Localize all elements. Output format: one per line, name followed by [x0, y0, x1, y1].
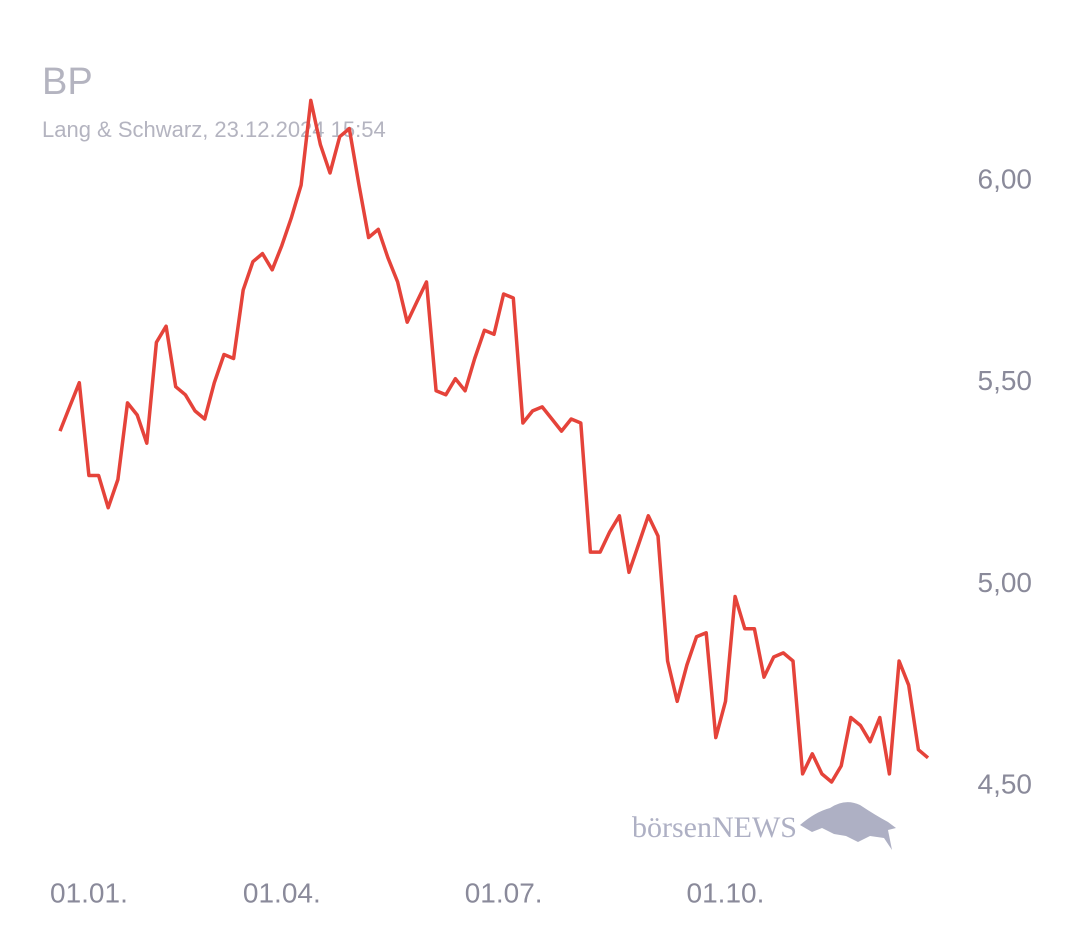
- y-tick-label: 6,00: [978, 163, 1033, 194]
- x-tick-label: 01.01.: [50, 877, 128, 908]
- price-line: [58, 98, 930, 784]
- y-tick-label: 5,50: [978, 365, 1033, 396]
- x-tick-label: 01.04.: [243, 877, 321, 908]
- y-tick-label: 5,00: [978, 567, 1033, 598]
- bull-icon: [800, 802, 896, 850]
- watermark: börsenNEWS: [632, 811, 797, 844]
- watermark-logo: börsenNEWS: [632, 802, 896, 850]
- chart-subtitle: Lang & Schwarz, 23.12.2024 15:54: [42, 117, 386, 142]
- x-tick-label: 01.10.: [687, 877, 765, 908]
- y-tick-label: 4,50: [978, 768, 1033, 799]
- x-tick-label: 01.07.: [465, 877, 543, 908]
- chart-title: BP: [42, 61, 93, 103]
